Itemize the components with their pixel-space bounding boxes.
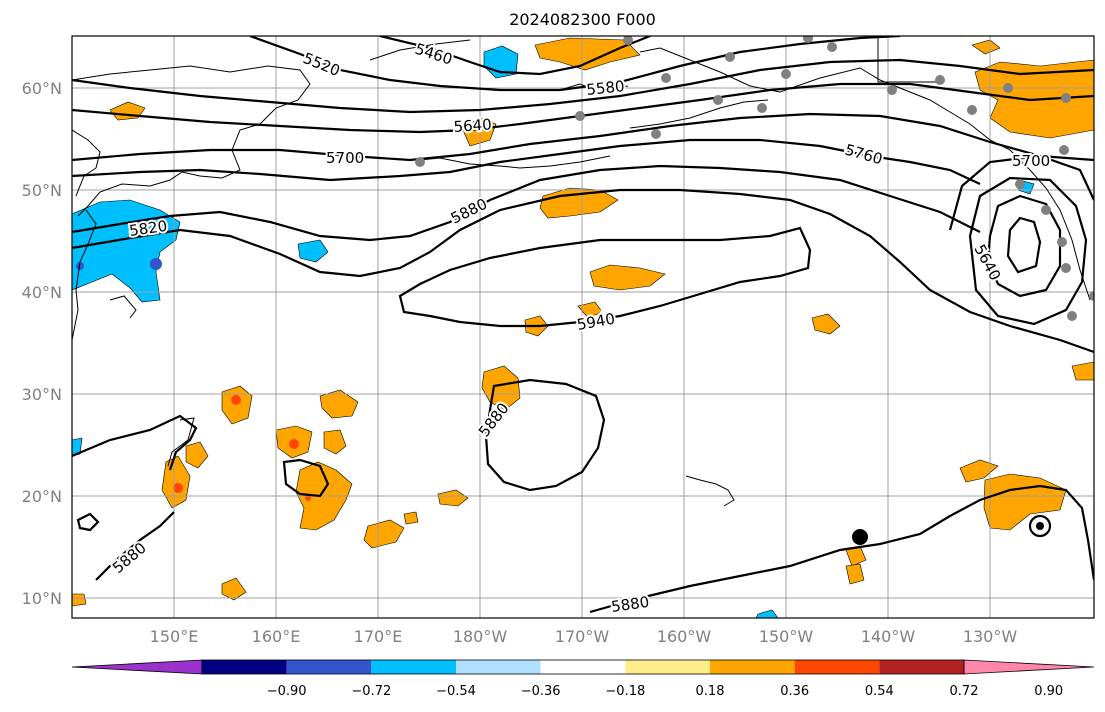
colorbar-tick-label: −0.72 [351, 684, 391, 699]
anomaly-region [534, 37, 641, 71]
contour-5820 [72, 164, 981, 242]
contour-5880 [72, 188, 1094, 354]
colorbar-swatch [710, 660, 795, 674]
station-markers [415, 36, 1094, 321]
colorbar-swatch [202, 660, 287, 674]
contour-small-loop [76, 512, 100, 532]
latitude-labels: 60°N 50°N 40°N 30°N 20°N 10°N [22, 79, 62, 608]
lat-label: 50°N [22, 181, 62, 200]
colorbar-tick-label: −0.90 [267, 684, 307, 699]
contour-5880-cutoff [484, 378, 606, 492]
contour-5880-west-loop [282, 458, 330, 498]
colorbar-swatch [286, 660, 372, 674]
colorbar-tick-label: 0.72 [950, 684, 979, 699]
lon-label: 180°W [453, 627, 508, 646]
colorbar-outline [201, 659, 965, 675]
strong-positive-spots [173, 395, 311, 501]
contour-5760 [72, 138, 981, 185]
lat-label: 40°N [22, 283, 62, 302]
lat-label: 10°N [22, 589, 62, 608]
station-marker-black [852, 529, 868, 545]
colorbar-tick-label: 0.90 [1034, 684, 1063, 699]
contour-low-ring-4 [948, 154, 1094, 231]
contour-5880-south [95, 511, 175, 581]
longitude-labels: 150°E 160°E 170°E 180°W 170°W 160°W 150°… [150, 627, 1018, 646]
contour-5520 [249, 36, 901, 92]
contour-low-ring-2 [986, 194, 1062, 298]
colorbar-swatch [879, 660, 964, 674]
colorbar-swatch [540, 660, 626, 674]
contour-5880-west [72, 414, 198, 471]
lon-label: 150°W [759, 627, 814, 646]
lat-label: 20°N [22, 487, 62, 506]
lon-label: 160°W [657, 627, 712, 646]
colorbar-swatch [625, 660, 710, 674]
negative-anomaly-regions [72, 45, 1035, 618]
lon-label: 150°E [150, 627, 199, 646]
contour-5880-bottom [589, 484, 1094, 614]
colorbar: −0.90 −0.72 −0.54 −0.36 −0.18 0.18 0.36 0.54 0.7… [71, 659, 1095, 699]
contour-label: 5700 [1012, 152, 1050, 170]
contour-5940 [398, 226, 812, 328]
lon-label: 170°W [555, 627, 610, 646]
lon-label: 160°E [252, 627, 301, 646]
contour-typhoon-ring [1028, 514, 1052, 538]
lat-label: 30°N [22, 385, 62, 404]
contour-low-ring-1 [1006, 216, 1042, 274]
colorbar-tick-label: 0.54 [865, 684, 894, 699]
lon-label: 140°W [861, 627, 916, 646]
contour-5700 [72, 112, 1094, 162]
colorbar-swatch [794, 660, 880, 674]
colorbar-tick-label: −0.36 [521, 684, 561, 699]
map-background [72, 36, 1094, 618]
colorbar-extend-left [71, 659, 203, 675]
lon-label: 170°E [354, 627, 403, 646]
contour-low-ring-3 [968, 176, 1088, 326]
colorbar-tick-label: 0.18 [696, 684, 725, 699]
colorbar-tick-label: 0.36 [780, 684, 809, 699]
contour-labels: 5460 5520 5580 5640 5700 5760 5700 5820 … [107, 38, 1052, 618]
contour-label: 5640 [453, 115, 492, 136]
contour-label: 5700 [326, 149, 364, 167]
contour-5460 [379, 36, 651, 76]
map-title: 2024082300 F000 [509, 10, 656, 29]
colorbar-swatch [371, 660, 456, 674]
height-contours [72, 36, 1094, 614]
colorbar-extend-right [963, 659, 1095, 675]
colorbar-swatch [456, 660, 541, 674]
strong-negative-spots [76, 258, 162, 270]
map-frame [71, 35, 1095, 619]
lon-label: 130°W [963, 627, 1018, 646]
lat-label: 60°N [22, 79, 62, 98]
typhoon-center [1036, 522, 1044, 530]
gridlines [72, 36, 1094, 618]
colorbar-tick-label: −0.18 [605, 684, 645, 699]
contour-5580 [72, 58, 1094, 114]
colorbar-tick-label: −0.54 [436, 684, 476, 699]
contour-label: 5820 [128, 217, 168, 240]
positive-anomaly-regions [72, 37, 1094, 607]
